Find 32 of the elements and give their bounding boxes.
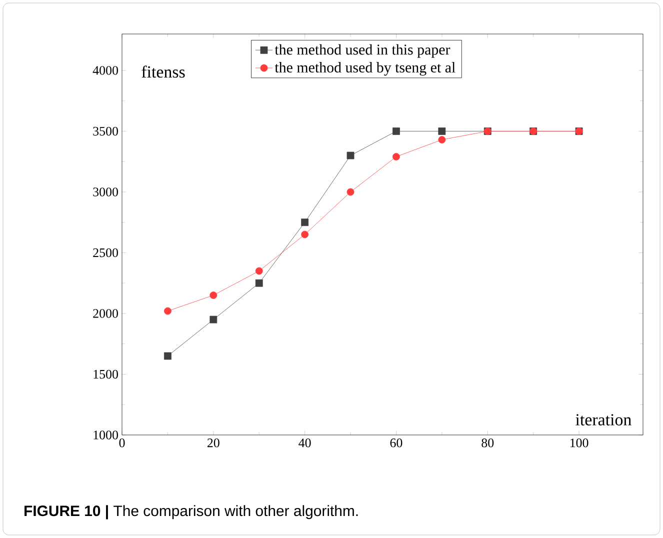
point bbox=[210, 292, 218, 299]
y-tick-label: 1500 bbox=[94, 370, 118, 379]
y-tick-label: 2000 bbox=[93, 309, 118, 318]
x-tick-label: 20 bbox=[208, 438, 220, 448]
y-tick-label: 3500 bbox=[93, 126, 118, 136]
point bbox=[301, 218, 309, 226]
text: FIGURE 10 | The comparison with other algorithm. bbox=[24, 505, 358, 520]
point bbox=[255, 267, 263, 275]
point bbox=[438, 128, 446, 135]
point bbox=[301, 230, 309, 238]
point bbox=[438, 136, 446, 144]
point bbox=[346, 188, 354, 196]
point bbox=[392, 128, 400, 135]
y-tick-label: 2500 bbox=[93, 248, 118, 258]
x-tick-label: 100 bbox=[570, 438, 588, 448]
y-axis-title: fitenss bbox=[142, 66, 185, 78]
point bbox=[164, 352, 172, 360]
x-tick-label: 0 bbox=[119, 438, 125, 448]
legend-label: the method used in this paper bbox=[274, 44, 450, 58]
point bbox=[392, 153, 400, 160]
y-tick-label: 1000 bbox=[94, 430, 118, 440]
x-tick-label: 40 bbox=[298, 438, 311, 448]
point bbox=[255, 279, 263, 287]
x-tick-label: 60 bbox=[390, 438, 402, 448]
y-tick-label: 4000 bbox=[92, 66, 118, 75]
point bbox=[164, 307, 172, 315]
x-tick-label: 80 bbox=[482, 438, 494, 448]
x-axis-title: iteration bbox=[576, 414, 632, 426]
point bbox=[346, 152, 354, 160]
legend-label: the method used by tseng et al bbox=[274, 62, 456, 76]
point bbox=[210, 316, 218, 324]
y-tick-label: 3000 bbox=[93, 188, 118, 196]
